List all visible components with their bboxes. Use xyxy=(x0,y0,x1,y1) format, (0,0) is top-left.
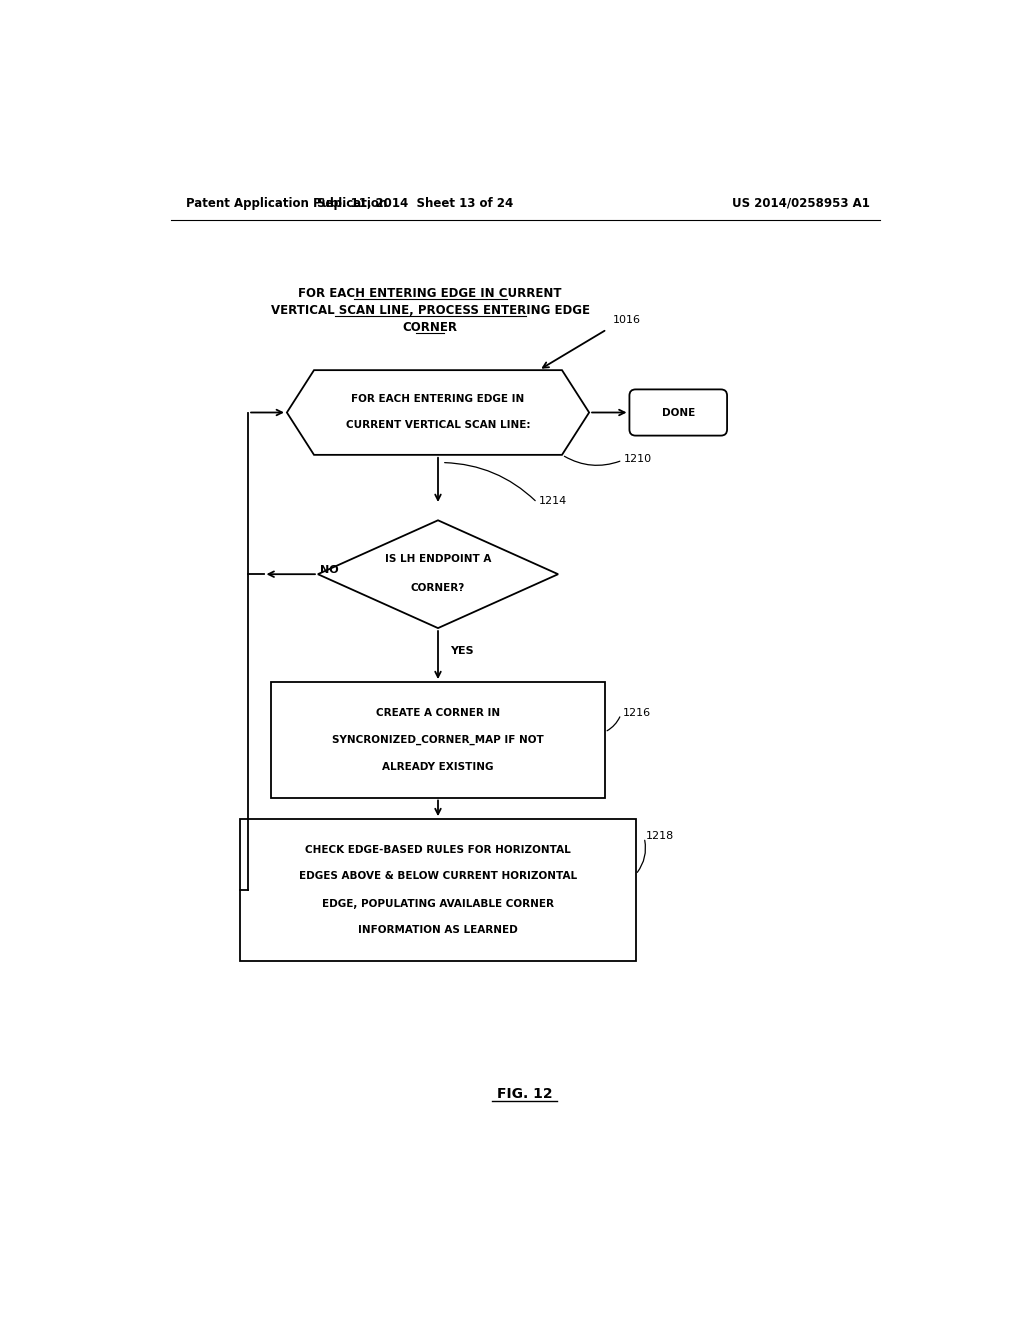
Text: 1216: 1216 xyxy=(623,708,650,718)
Text: CORNER: CORNER xyxy=(402,321,458,334)
Text: DONE: DONE xyxy=(662,408,695,417)
Text: FIG. 12: FIG. 12 xyxy=(497,1086,553,1101)
Text: CORNER?: CORNER? xyxy=(411,583,465,593)
Text: EDGES ABOVE & BELOW CURRENT HORIZONTAL: EDGES ABOVE & BELOW CURRENT HORIZONTAL xyxy=(299,871,578,880)
Text: INFORMATION AS LEARNED: INFORMATION AS LEARNED xyxy=(358,925,518,935)
Bar xyxy=(271,682,604,797)
Text: Sep. 11, 2014  Sheet 13 of 24: Sep. 11, 2014 Sheet 13 of 24 xyxy=(316,197,513,210)
Text: US 2014/0258953 A1: US 2014/0258953 A1 xyxy=(732,197,870,210)
Text: VERTICAL SCAN LINE, PROCESS ENTERING EDGE: VERTICAL SCAN LINE, PROCESS ENTERING EDG… xyxy=(270,304,590,317)
Text: ALREADY EXISTING: ALREADY EXISTING xyxy=(382,762,494,772)
Text: NO: NO xyxy=(321,565,339,576)
Bar xyxy=(241,818,636,961)
Text: IS LH ENDPOINT A: IS LH ENDPOINT A xyxy=(385,554,492,564)
Text: 1218: 1218 xyxy=(646,832,674,841)
Text: CHECK EDGE-BASED RULES FOR HORIZONTAL: CHECK EDGE-BASED RULES FOR HORIZONTAL xyxy=(305,845,570,855)
Text: CURRENT VERTICAL SCAN LINE:: CURRENT VERTICAL SCAN LINE: xyxy=(346,420,530,430)
Text: Patent Application Publication: Patent Application Publication xyxy=(186,197,387,210)
Text: 1210: 1210 xyxy=(624,454,652,463)
Text: YES: YES xyxy=(450,647,473,656)
Text: 1214: 1214 xyxy=(539,496,567,506)
Text: EDGE, POPULATING AVAILABLE CORNER: EDGE, POPULATING AVAILABLE CORNER xyxy=(322,899,554,908)
Text: CREATE A CORNER IN: CREATE A CORNER IN xyxy=(376,708,500,718)
Text: SYNCRONIZED_CORNER_MAP IF NOT: SYNCRONIZED_CORNER_MAP IF NOT xyxy=(332,735,544,744)
Text: FOR EACH ENTERING EDGE IN CURRENT: FOR EACH ENTERING EDGE IN CURRENT xyxy=(299,286,562,300)
Text: FOR EACH ENTERING EDGE IN: FOR EACH ENTERING EDGE IN xyxy=(351,393,524,404)
Text: 1016: 1016 xyxy=(612,315,640,325)
